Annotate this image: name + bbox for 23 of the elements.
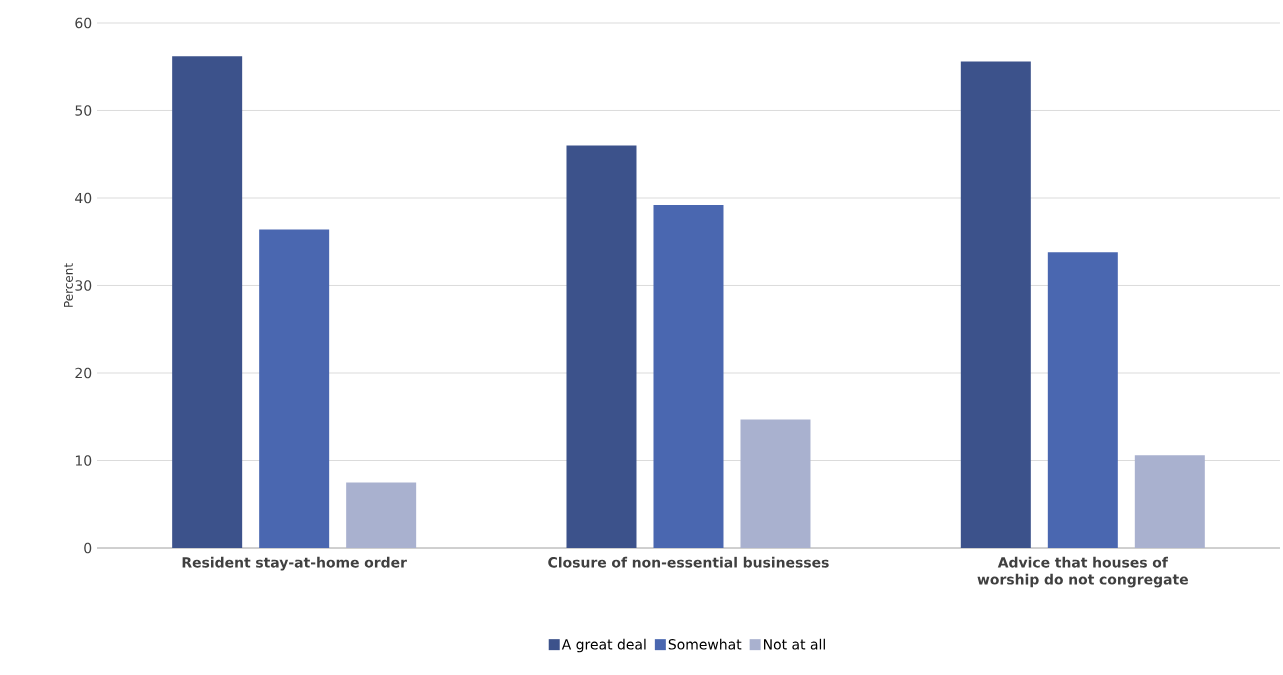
legend-label: Not at all [764, 638, 825, 650]
y-tick-label: 30 [75, 280, 92, 291]
bar [1134, 455, 1205, 548]
legend-label: Somewhat [668, 638, 742, 650]
x-tick-label: Resident stay-at-home order [182, 556, 407, 571]
y-tick-label: 50 [75, 105, 92, 116]
bar [172, 56, 243, 548]
y-tick-label: 10 [75, 455, 92, 466]
bar [740, 419, 811, 548]
y-tick-label: 20 [75, 367, 92, 379]
x-tick-label: Advice that houses of worship do not congregate [977, 556, 1188, 588]
bar [960, 61, 1031, 548]
y-axis-title: Percent [64, 263, 73, 307]
y-tick-label: 0 [84, 542, 92, 554]
legend-label: A great deal [561, 638, 646, 653]
bar [259, 229, 330, 548]
y-tick-label: 60 [75, 17, 92, 29]
bar [566, 145, 637, 548]
x-tick-label: Closure of non-essential businesses [548, 556, 829, 568]
y-tick-label: 40 [75, 192, 92, 204]
bar [653, 205, 724, 548]
bar [1047, 252, 1118, 548]
bar [346, 482, 417, 548]
